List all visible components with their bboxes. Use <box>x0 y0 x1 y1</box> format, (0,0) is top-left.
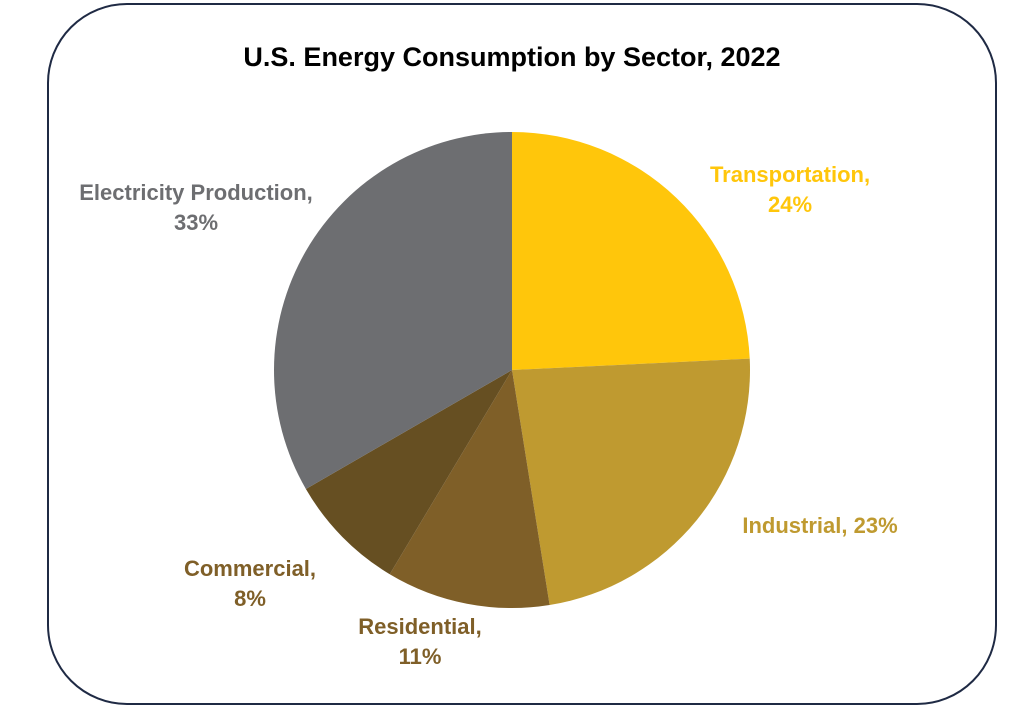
label-text: Commercial, <box>183 556 317 581</box>
label-text: Electricity Production, <box>79 180 313 205</box>
label-pct: 11% <box>398 644 442 669</box>
pie-slice-residential <box>389 370 550 608</box>
label-text: Residential, <box>358 614 482 639</box>
label-pct: 8% <box>234 586 266 611</box>
pie-slice-electricity-production <box>274 132 512 489</box>
label-industrial: Industrial, 23% <box>720 511 920 541</box>
label-electricity-production: Electricity Production, 33% <box>46 178 346 238</box>
pie-slice-commercial <box>305 370 512 575</box>
label-transportation: Transportation, 24% <box>690 160 890 220</box>
label-pct: 24% <box>767 192 813 217</box>
label-text: Industrial, 23% <box>742 513 898 538</box>
pie-slice-industrial <box>512 358 750 606</box>
chart-frame <box>47 3 997 705</box>
pie-slice-transportation <box>512 132 750 370</box>
label-text: Transportation, <box>709 162 871 187</box>
label-residential: Residential, 11% <box>320 612 520 672</box>
label-commercial: Commercial, 8% <box>150 554 350 614</box>
chart-title: U.S. Energy Consumption by Sector, 2022 <box>243 42 781 72</box>
label-pct: 33% <box>173 210 219 235</box>
